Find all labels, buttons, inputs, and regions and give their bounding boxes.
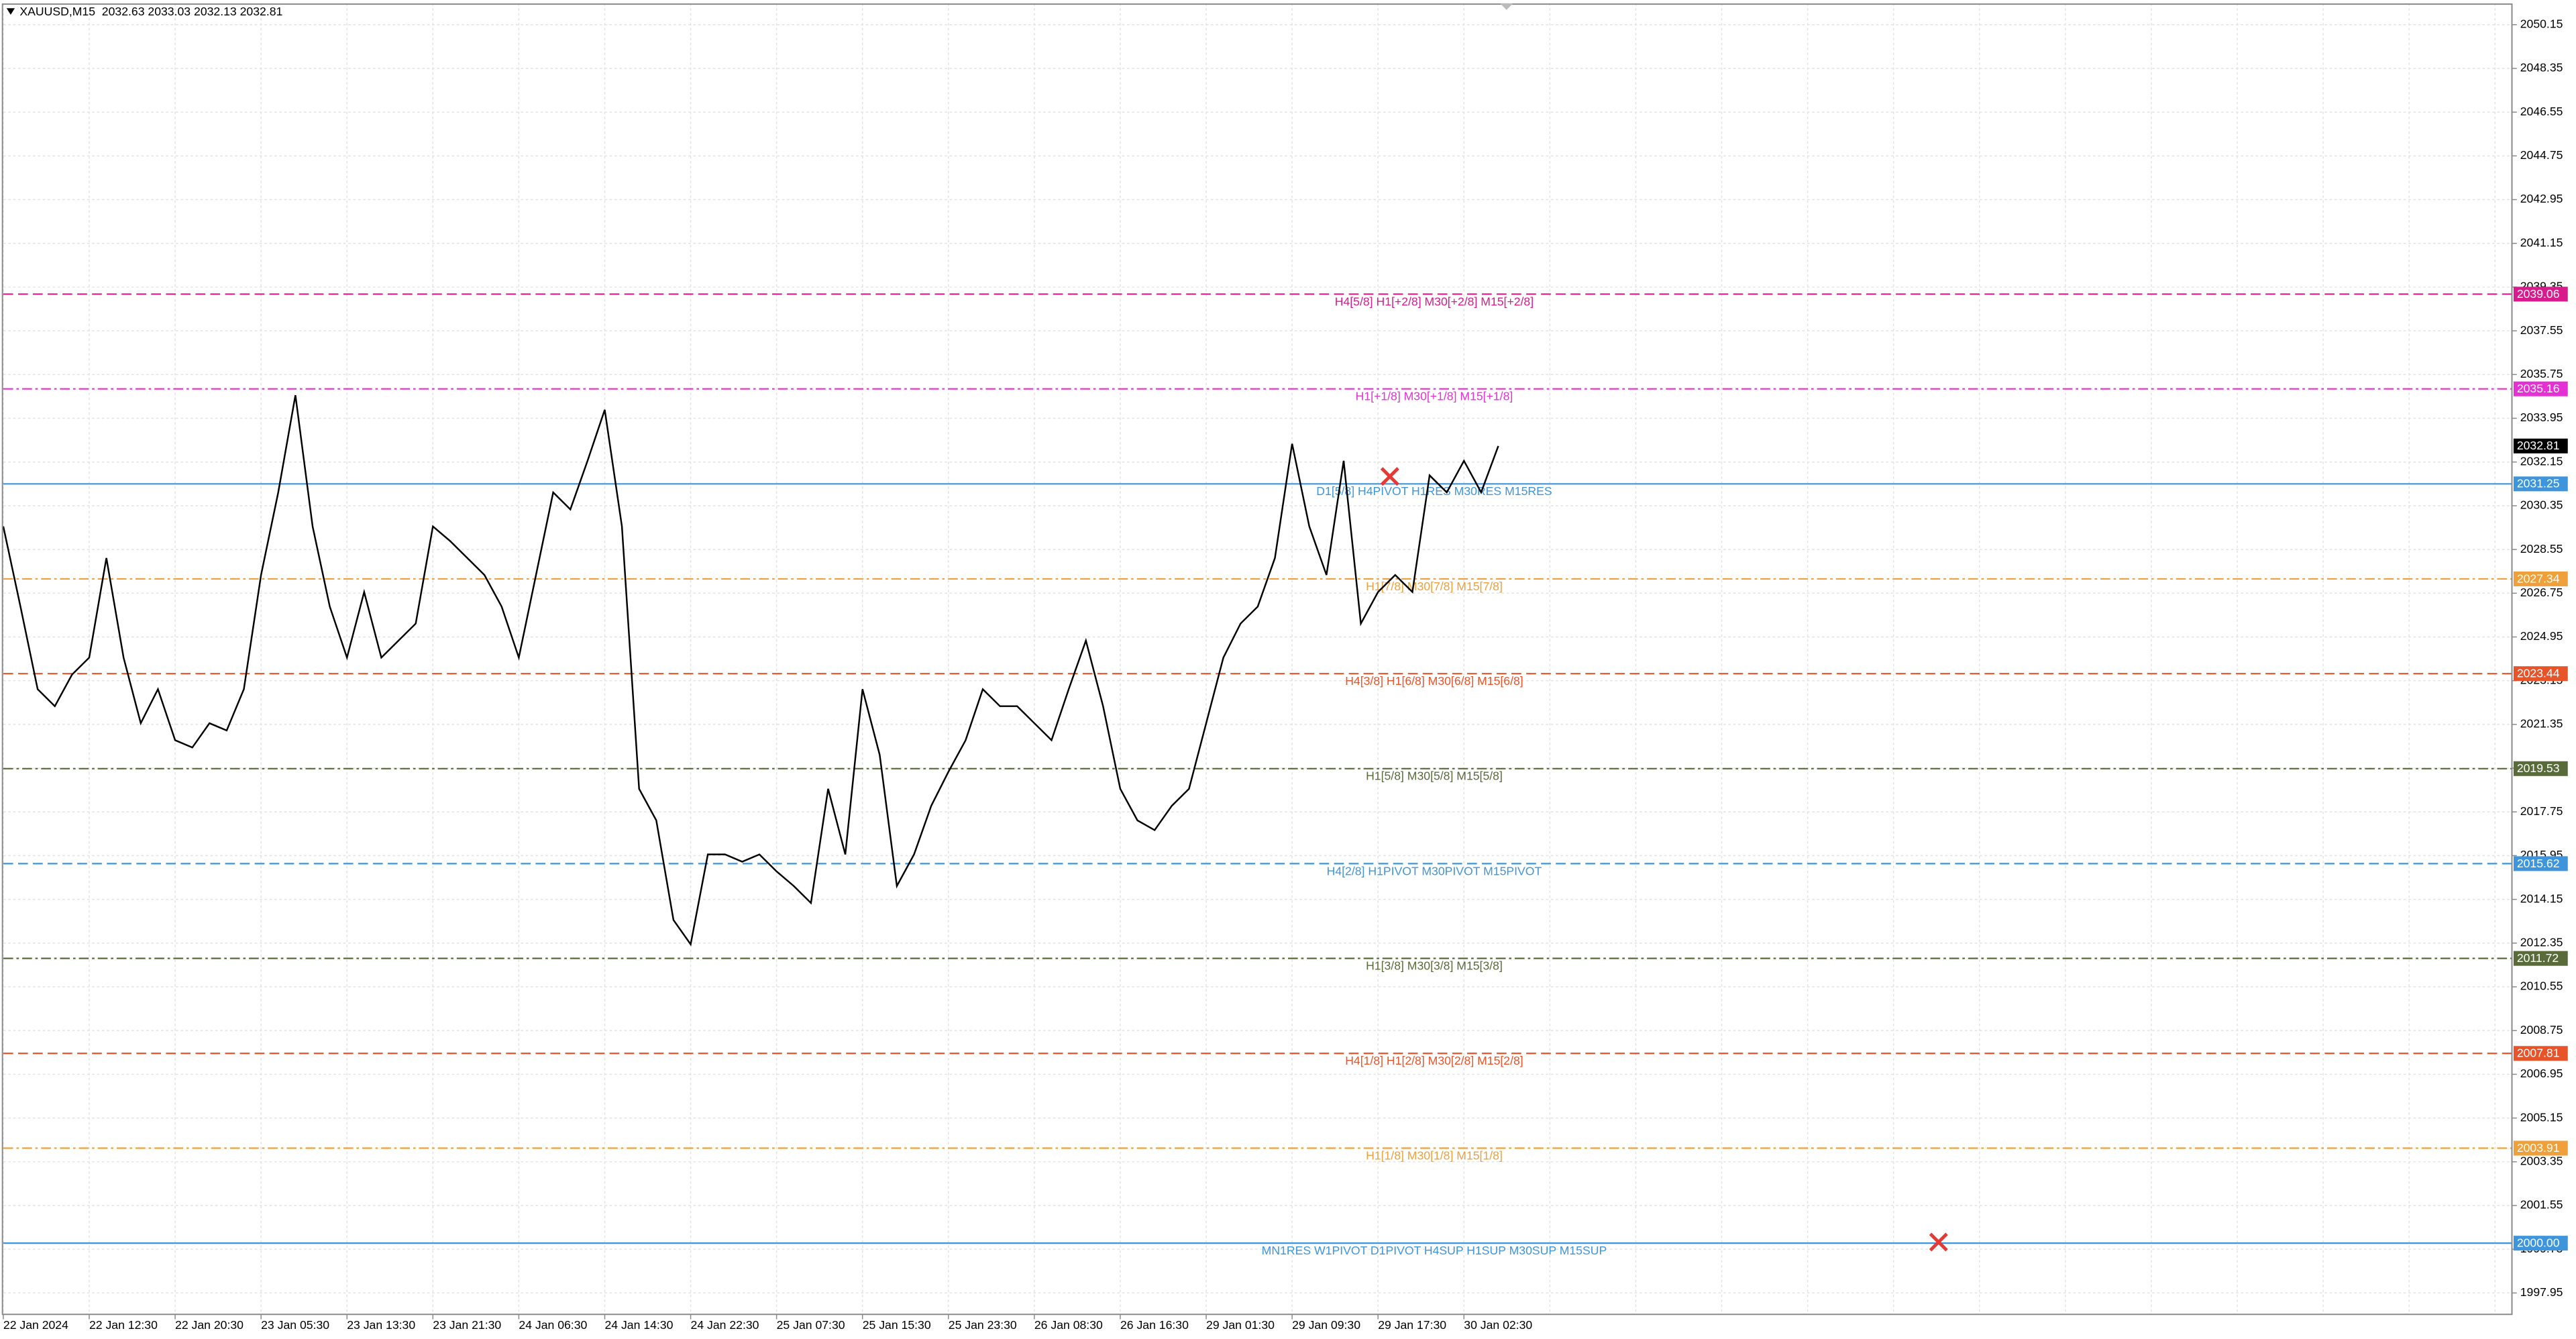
- y-tick-label: 2008.75: [2520, 1023, 2563, 1036]
- price-tag-label: 2031.25: [2517, 477, 2560, 490]
- price-tag-label: 2000.00: [2517, 1236, 2560, 1250]
- x-tick-label: 23 Jan 13:30: [347, 1318, 415, 1332]
- price-tag: [2513, 1046, 2568, 1061]
- level-label: D1[5/8] H4PIVOT H1RES M30RES M15RES: [1316, 484, 1552, 498]
- price-tag-label: 2007.81: [2517, 1047, 2560, 1060]
- plot-frame: [1, 3, 2513, 1316]
- level-label: H4[1/8] H1[2/8] M30[2/8] M15[2/8]: [1345, 1054, 1523, 1067]
- price-tag-label: 2035.16: [2517, 382, 2560, 395]
- x-tick-label: 22 Jan 2024: [3, 1318, 68, 1332]
- x-tick-label: 24 Jan 22:30: [691, 1318, 759, 1332]
- price-tag: [2513, 571, 2568, 586]
- y-tick-label: 2010.55: [2520, 979, 2563, 993]
- level-layer: H4[5/8] H1[+2/8] M30[+2/8] M15[+2/8] H1[+…: [3, 293, 2512, 1257]
- y-tick-label: 2024.95: [2520, 629, 2563, 643]
- price-tag: [2513, 951, 2568, 966]
- price-tag-label: 2023.44: [2517, 667, 2560, 680]
- price-tag: [2513, 1140, 2568, 1156]
- price-tag-label: 2019.53: [2517, 761, 2560, 775]
- y-tick-label: 2048.35: [2520, 61, 2563, 74]
- y-tick-label: 2050.15: [2520, 17, 2563, 30]
- y-tick-label: 2032.15: [2520, 454, 2563, 468]
- menu-arrow[interactable]: [6, 8, 15, 15]
- current-price-tag: [2513, 438, 2568, 453]
- level-label: H1[3/8] M30[3/8] M15[3/8]: [1366, 959, 1503, 973]
- price-tag-label: 2039.06: [2517, 287, 2560, 301]
- y-tick-label: 2041.15: [2520, 235, 2563, 249]
- y-tick-label: 2001.55: [2520, 1198, 2563, 1212]
- x-tick-label: 26 Jan 16:30: [1120, 1318, 1189, 1332]
- x-tick-label: 26 Jan 08:30: [1034, 1318, 1103, 1332]
- x-tick-label: 22 Jan 12:30: [89, 1318, 158, 1332]
- x-tick-label: 24 Jan 06:30: [519, 1318, 587, 1332]
- level-label: H1[5/8] M30[5/8] M15[5/8]: [1366, 769, 1503, 783]
- x-tick-label: 23 Jan 05:30: [261, 1318, 329, 1332]
- shift-marker: [1499, 3, 1513, 10]
- x-tick-label: 29 Jan 09:30: [1292, 1318, 1360, 1332]
- level-label: H4[3/8] H1[6/8] M30[6/8] M15[6/8]: [1345, 674, 1523, 688]
- y-tick-label: 2006.95: [2520, 1067, 2563, 1080]
- y-tick-label: 2003.35: [2520, 1154, 2563, 1167]
- y-tick-label: 2035.75: [2520, 367, 2563, 380]
- y-tick-label: 2026.75: [2520, 586, 2563, 599]
- x-tick-label: 23 Jan 21:30: [433, 1318, 501, 1332]
- x-tick-label: 29 Jan 17:30: [1378, 1318, 1446, 1332]
- price-line: [2, 394, 1499, 947]
- y-tick-label: 2014.15: [2520, 892, 2563, 905]
- x-tick-label: 25 Jan 23:30: [949, 1318, 1017, 1332]
- y-tick-label: 2028.55: [2520, 542, 2563, 555]
- price-tag: [2513, 761, 2568, 776]
- x-tick-label: 25 Jan 15:30: [863, 1318, 931, 1332]
- price-tag: [2513, 856, 2568, 871]
- x-tick-label: 22 Jan 20:30: [175, 1318, 244, 1332]
- y-tick-label: 2005.15: [2520, 1110, 2563, 1124]
- cross-stroke: [1380, 467, 1399, 486]
- level-label: H4[5/8] H1[+2/8] M30[+2/8] M15[+2/8]: [1335, 294, 1534, 308]
- x-tick-label: 24 Jan 14:30: [604, 1318, 673, 1332]
- level-label: MN1RES W1PIVOT D1PIVOT H4SUP H1SUP M30SU…: [1262, 1244, 1607, 1257]
- price-tag-label: 2011.72: [2517, 951, 2559, 965]
- y-tick-label: 2033.95: [2520, 411, 2563, 424]
- y-tick-label: 2017.75: [2520, 804, 2563, 818]
- level-label: H1[7/8] M30[7/8] M15[7/8]: [1366, 580, 1503, 593]
- current-price-label: 2032.81: [2517, 439, 2560, 452]
- price-tag: [2513, 1236, 2568, 1251]
- price-tag-label: 2027.34: [2517, 572, 2560, 585]
- cross-marker: [1380, 467, 1399, 486]
- price-tag-label: 2015.62: [2517, 857, 2560, 870]
- price-tag: [2513, 381, 2568, 396]
- chart-title: XAUUSD,M15 2032.63 2033.03 2032.13 2032.…: [19, 5, 282, 18]
- y-tick-label: 2037.55: [2520, 323, 2563, 337]
- price-tag: [2513, 286, 2568, 302]
- y-tick-label: 2046.55: [2520, 105, 2563, 118]
- plot-layer: [2, 394, 1499, 947]
- x-tick-label: 30 Jan 02:30: [1464, 1318, 1532, 1332]
- cross-stroke: [1929, 1232, 1948, 1252]
- y-tick-label: 2021.35: [2520, 717, 2563, 731]
- price-tag-label: 2003.91: [2517, 1141, 2560, 1155]
- y-tick-label: 2044.75: [2520, 148, 2563, 162]
- y-tick-label: 2012.35: [2520, 935, 2563, 949]
- level-label: H1[1/8] M30[1/8] M15[1/8]: [1366, 1148, 1503, 1162]
- level-label: H4[2/8] H1PIVOT M30PIVOT M15PIVOT: [1327, 864, 1542, 877]
- level-label: H1[+1/8] M30[+1/8] M15[+1/8]: [1356, 390, 1513, 403]
- grid-layer: [3, 3, 2512, 1315]
- x-tick-label: 25 Jan 07:30: [777, 1318, 845, 1332]
- x-tick-label: 29 Jan 01:30: [1206, 1318, 1275, 1332]
- y-tick-label: 2042.95: [2520, 192, 2563, 205]
- price-tag: [2513, 666, 2568, 682]
- price-tag: [2513, 476, 2568, 492]
- cross-marker: [1929, 1232, 1948, 1252]
- y-tick-label: 2030.35: [2520, 498, 2563, 512]
- y-tick-label: 1997.95: [2520, 1285, 2563, 1299]
